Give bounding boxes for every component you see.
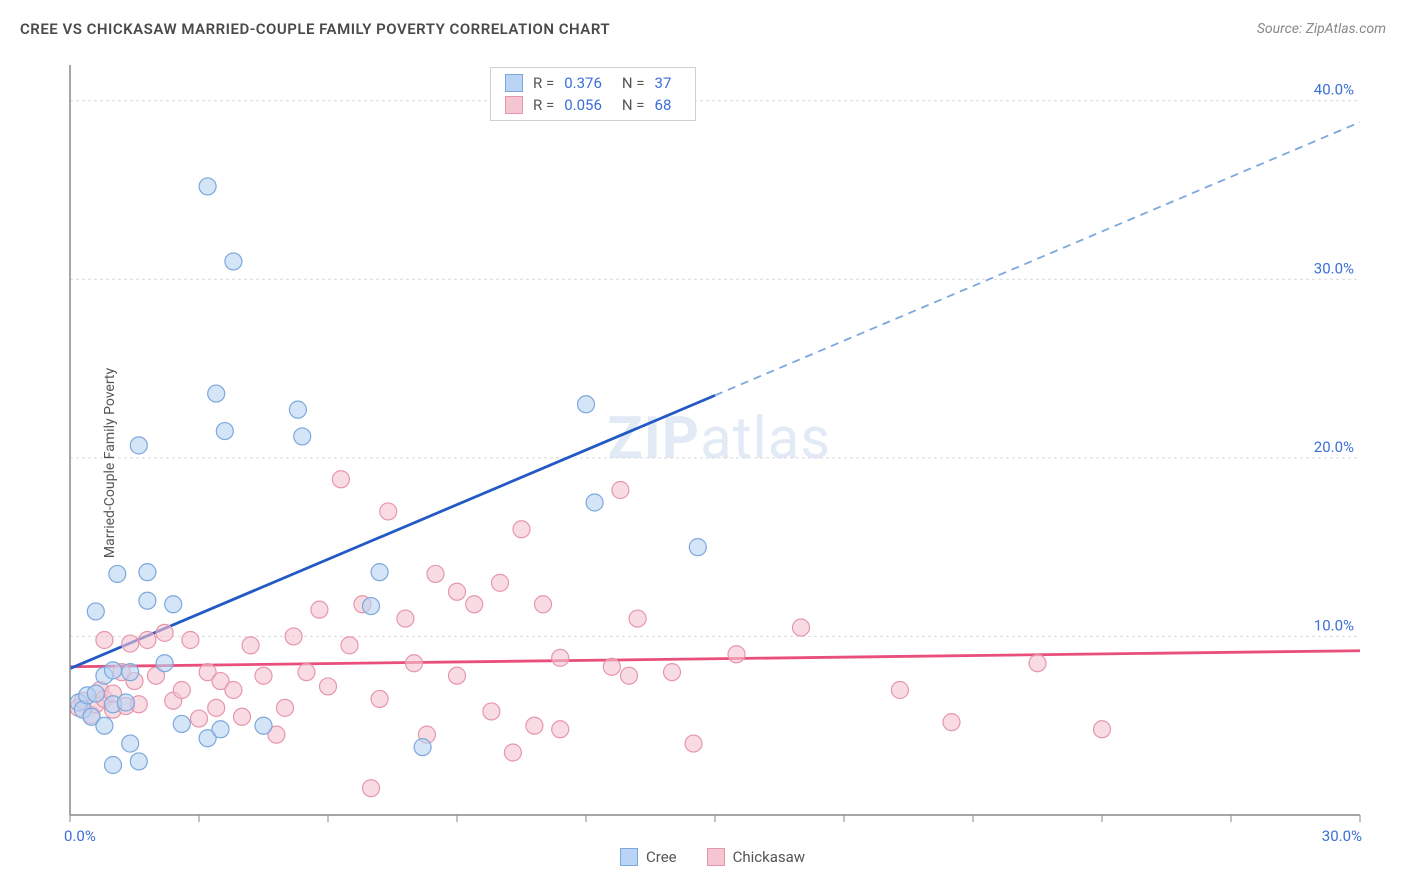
r-label: R = (533, 74, 554, 92)
n-label: N = (622, 96, 645, 114)
n-label: N = (622, 74, 645, 92)
svg-text:20.0%: 20.0% (1314, 438, 1354, 456)
chart-header: CREE VS CHICKASAW MARRIED-COUPLE FAMILY … (20, 20, 1386, 38)
svg-text:10.0%: 10.0% (1314, 616, 1354, 634)
svg-text:0.0%: 0.0% (64, 827, 96, 845)
n-value-chickasaw: 68 (655, 96, 672, 114)
legend-item-chickasaw: Chickasaw (707, 848, 805, 866)
r-value-cree: 0.376 (564, 74, 602, 92)
svg-text:ZIPatlas: ZIPatlas (608, 405, 832, 473)
svg-text:40.0%: 40.0% (1314, 81, 1354, 99)
n-value-cree: 37 (655, 74, 672, 92)
swatch-chickasaw-icon (707, 848, 725, 866)
svg-text:30.0%: 30.0% (1314, 259, 1354, 277)
legend-row-chickasaw: R = 0.056 N = 68 (491, 94, 695, 116)
legend-row-cree: R = 0.376 N = 37 (491, 72, 695, 94)
series-legend: Cree Chickasaw (620, 848, 805, 866)
chart-title: CREE VS CHICKASAW MARRIED-COUPLE FAMILY … (20, 20, 610, 38)
swatch-cree-icon (505, 74, 523, 92)
correlation-legend: R = 0.376 N = 37 R = 0.056 N = 68 (490, 67, 696, 121)
swatch-chickasaw-icon (505, 96, 523, 114)
source-name: ZipAtlas.com (1306, 21, 1386, 37)
legend-item-cree: Cree (620, 848, 677, 866)
r-value-chickasaw: 0.056 (564, 96, 602, 114)
series-name-cree: Cree (646, 848, 677, 866)
svg-text:30.0%: 30.0% (1322, 827, 1362, 845)
source-prefix: Source: (1257, 21, 1306, 37)
series-name-chickasaw: Chickasaw (733, 848, 805, 866)
chart-container: Married-Couple Family Poverty 10.0% 20.0%… (20, 55, 1386, 870)
chart-source: Source: ZipAtlas.com (1257, 21, 1386, 37)
r-label: R = (533, 96, 554, 114)
scatter-chart: 10.0% 20.0% 30.0% 40.0% ZIPatlas 0.0% 30.0% (20, 55, 1386, 870)
y-axis-label: Married-Couple Family Poverty (102, 367, 118, 557)
swatch-cree-icon (620, 848, 638, 866)
